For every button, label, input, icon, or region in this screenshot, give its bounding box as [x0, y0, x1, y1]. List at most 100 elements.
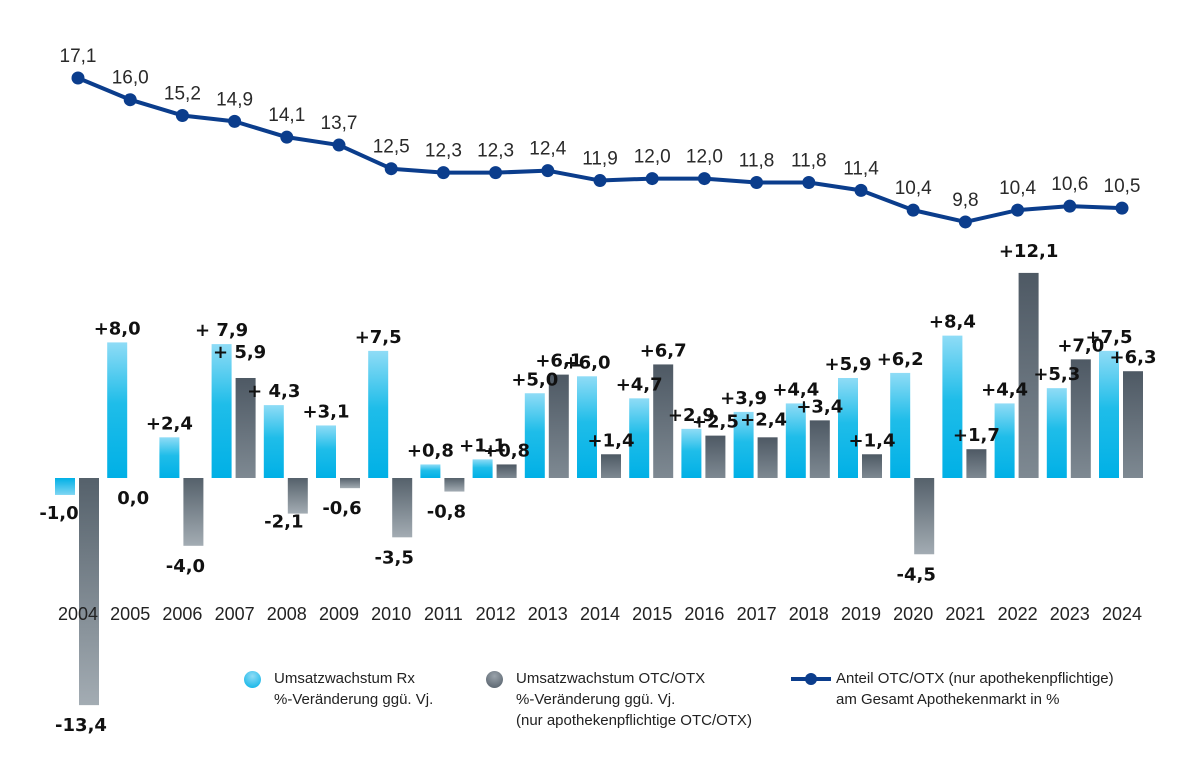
- line-point-2023: [1063, 199, 1077, 213]
- line-label: 12,5: [373, 137, 410, 158]
- x-tick-label: 2008: [267, 604, 307, 624]
- bar-label-otc: -0,6: [322, 498, 361, 519]
- bar-rx-2010: [368, 350, 389, 478]
- bar-otc-2010: [392, 478, 413, 538]
- bar-rx-2008: [263, 405, 284, 478]
- line-label: 11,8: [791, 151, 827, 172]
- x-tick-label: 2014: [580, 604, 620, 624]
- x-tick-label: 2020: [893, 604, 933, 624]
- bar-otc-2013: [548, 374, 569, 478]
- x-tick-label: 2019: [841, 604, 881, 624]
- bar-rx-2024: [1099, 350, 1119, 478]
- bar-otc-2015: [653, 364, 674, 478]
- bar-label-otc: +0,8: [483, 440, 530, 461]
- x-tick-label: 2021: [945, 604, 985, 624]
- line-point-2020: [906, 203, 920, 217]
- bar-label-rx: + 7,9: [195, 320, 248, 341]
- x-tick-label: 2016: [684, 604, 724, 624]
- line-label: 9,8: [952, 190, 978, 211]
- line-label: 12,4: [529, 139, 566, 160]
- bar-otc-2007: [235, 377, 256, 478]
- bar-rx-2017: [733, 411, 754, 478]
- bar-label-rx: +2,9: [668, 405, 715, 426]
- x-tick-label: 2017: [737, 604, 777, 624]
- bar-rx-2016: [681, 428, 702, 478]
- bar-rx-2006: [159, 437, 180, 478]
- x-tick-label: 2018: [789, 604, 829, 624]
- legend-item-otc: Umsatzwachstum OTC/OTX %-Veränderung ggü…: [486, 668, 776, 738]
- bar-label-rx: +7,5: [355, 327, 402, 348]
- bar-label-otc: -3,5: [375, 547, 414, 568]
- legend-swatch-otc: [486, 671, 503, 688]
- legend-item-line: Anteil OTC/OTX (nur apothekenpflichtige)…: [790, 668, 1160, 738]
- bar-otc-2014: [601, 454, 621, 478]
- bar-rx-2015: [629, 398, 650, 478]
- line-layer: [71, 71, 1129, 229]
- line-label: 10,4: [895, 178, 932, 199]
- line-label: 14,9: [216, 89, 253, 110]
- line-label: 15,2: [164, 83, 201, 104]
- legend-line: Umsatzwachstum Rx: [274, 670, 415, 687]
- bar-label-rx: +8,4: [929, 312, 976, 333]
- line-label: 13,7: [321, 113, 358, 134]
- line-point-2016: [697, 172, 711, 186]
- x-tick-label: 2011: [424, 604, 463, 624]
- line-label: 10,6: [1051, 174, 1088, 195]
- line-point-2013: [541, 164, 555, 178]
- bar-label-otc: +2,4: [740, 409, 787, 430]
- bar-rx-2022: [994, 403, 1015, 478]
- line-label: 12,0: [634, 147, 671, 168]
- x-tick-label: 2012: [476, 604, 516, 624]
- legend-text-line: Anteil OTC/OTX (nur apothekenpflichtige)…: [836, 668, 1114, 710]
- bar-label-rx: +4,4: [981, 379, 1028, 400]
- bar-rx-2020: [890, 372, 911, 478]
- bar-rx-2009: [316, 425, 336, 478]
- line-point-2021: [958, 215, 972, 229]
- bar-rx-2012: [472, 459, 493, 478]
- line-label: 11,9: [582, 149, 618, 170]
- bar-otc-2011: [444, 478, 465, 492]
- line-point-2006: [175, 108, 189, 122]
- bar-label-rx: +5,9: [825, 354, 872, 375]
- legend-line: %-Veränderung ggü. Vj.: [274, 691, 434, 708]
- bar-label-rx: + 4,3: [247, 381, 300, 402]
- line-point-2024: [1115, 201, 1129, 215]
- bar-label-otc: -13,4: [55, 715, 107, 736]
- line-point-2011: [436, 166, 450, 180]
- line-point-2009: [332, 138, 346, 152]
- line-point-2010: [384, 162, 398, 176]
- bar-rx-2005: [107, 342, 128, 478]
- legend-item-rx: Umsatzwachstum Rx %-Veränderung ggü. Vj.: [244, 668, 484, 738]
- line-point-2008: [280, 130, 294, 144]
- bar-label-rx: -1,0: [39, 503, 78, 524]
- line-point-2004: [71, 71, 85, 85]
- line-label: 10,5: [1104, 176, 1141, 197]
- line-point-2017: [750, 176, 764, 190]
- legend-line: %-Veränderung ggü. Vj.: [516, 691, 676, 708]
- bar-otc-2020: [914, 478, 935, 555]
- bar-otc-2021: [966, 449, 987, 478]
- bar-otc-2008: [287, 478, 308, 514]
- bar-label-otc: -4,5: [897, 564, 936, 585]
- legend-line: (nur apothekenpflichtige OTC/OTX): [516, 712, 752, 729]
- bar-label-rx: +3,1: [303, 401, 350, 422]
- line-label: 12,0: [686, 147, 723, 168]
- bar-label-rx: +2,4: [146, 413, 193, 434]
- bars-layer: [55, 272, 1143, 706]
- line-label: 17,1: [60, 46, 97, 67]
- line-label: 10,4: [999, 178, 1036, 199]
- line-point-2014: [593, 174, 607, 188]
- bar-label-otc: +6,1: [535, 351, 582, 372]
- line-point-2018: [802, 176, 816, 190]
- legend-text-otc: Umsatzwachstum OTC/OTX %-Veränderung ggü…: [516, 668, 752, 731]
- bar-rx-2023: [1046, 388, 1067, 478]
- line-point-2005: [123, 93, 137, 107]
- bar-label-otc: -0,8: [427, 502, 466, 523]
- bar-label-rx: +6,2: [877, 349, 924, 370]
- bar-label-rx: +6,0: [564, 352, 611, 373]
- bar-label-otc: +1,7: [953, 425, 1000, 446]
- bar-rx-2018: [785, 403, 806, 478]
- bar-rx-2021: [942, 335, 963, 478]
- bar-label-rx: +1,1: [459, 435, 506, 456]
